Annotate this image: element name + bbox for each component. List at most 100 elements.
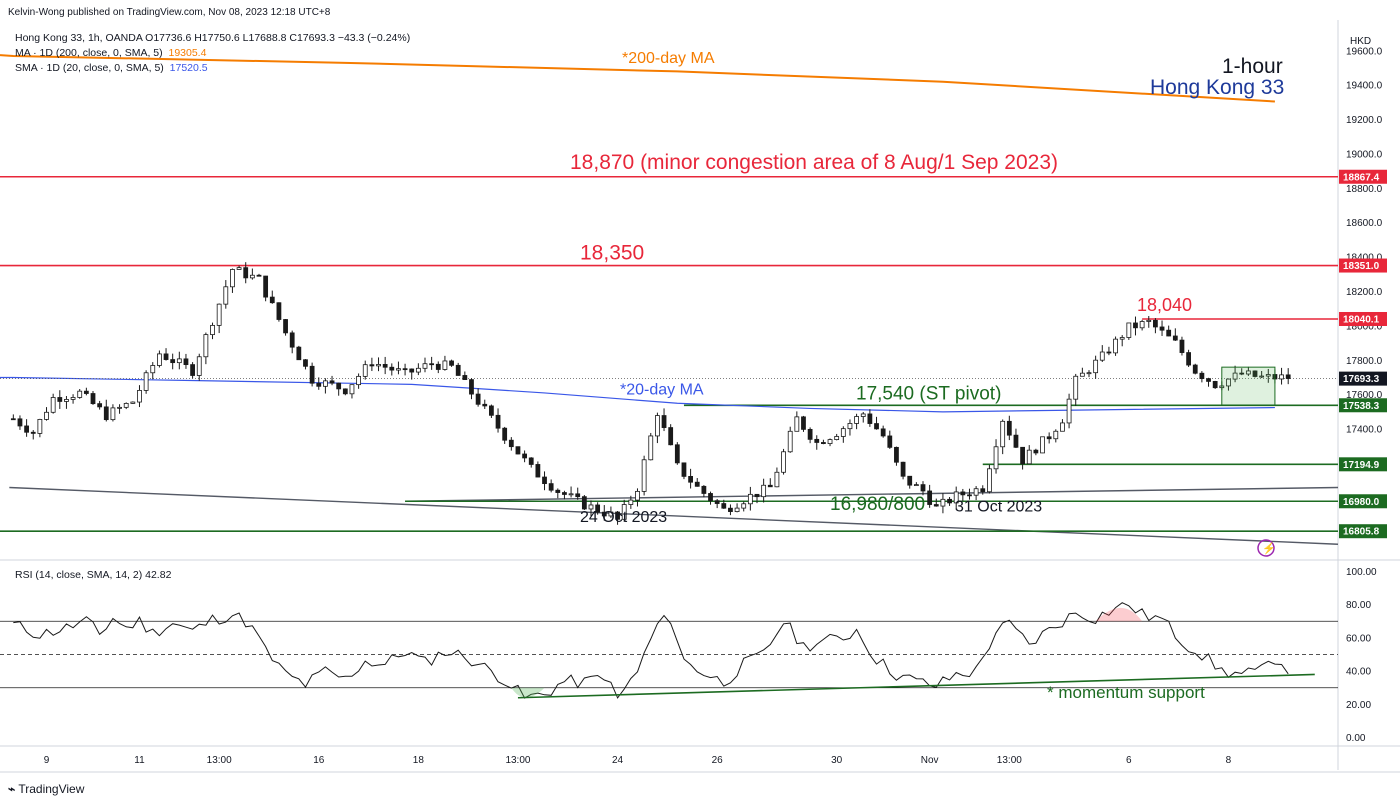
- price-tag-label: 16980.0: [1343, 497, 1380, 508]
- candle-body: [1239, 372, 1245, 375]
- candle-body: [24, 425, 29, 433]
- candle-body: [548, 483, 554, 491]
- candle-body: [734, 507, 740, 512]
- rsi-axis-tick: 0.00: [1346, 733, 1366, 744]
- candle-body: [774, 471, 780, 488]
- label-18350: 18,350: [580, 242, 644, 265]
- candle-body: [834, 436, 840, 440]
- candle-body: [1053, 430, 1059, 440]
- candle-body: [256, 274, 262, 277]
- price-tag-label: 18867.4: [1343, 172, 1380, 183]
- price-tag-label: 16805.8: [1343, 527, 1380, 538]
- candle-body: [794, 416, 800, 432]
- candle-body: [44, 411, 49, 420]
- candle-body: [462, 375, 468, 381]
- candle-body: [482, 403, 488, 407]
- time-axis-tick: 8: [1226, 755, 1232, 766]
- descending-trendline: [9, 486, 1339, 545]
- candle-body: [429, 363, 435, 366]
- candle-body: [1006, 420, 1012, 436]
- candle-body: [754, 493, 760, 498]
- candle-body: [960, 491, 966, 496]
- price-axis-tick: 19600.0: [1346, 46, 1383, 57]
- timeframe-title: 1-hour: [1222, 55, 1283, 78]
- candle-body: [801, 416, 806, 430]
- ma200-legend: MA · 1D (200, close, 0, SMA, 5) 19305.4: [15, 47, 206, 59]
- candle-body: [767, 484, 773, 488]
- candle-body: [1186, 352, 1191, 366]
- candle-body: [1066, 398, 1072, 424]
- price-tag-bg: [1339, 494, 1387, 509]
- candle-body: [967, 494, 972, 497]
- candle-body: [721, 503, 727, 509]
- time-axis-tick: 6: [1126, 755, 1132, 766]
- candle-body: [402, 368, 408, 371]
- candle-body: [787, 430, 793, 453]
- candle-body: [130, 401, 136, 404]
- candle-body: [1146, 319, 1152, 322]
- candle-body: [913, 484, 919, 487]
- candle-body: [867, 413, 873, 424]
- candle-body: [97, 403, 103, 408]
- tradingview-brand: ⌁ TradingView: [8, 782, 85, 796]
- candle-body: [123, 403, 129, 408]
- candle-body: [635, 490, 640, 501]
- candle-body: [1153, 319, 1158, 328]
- candle-body: [150, 365, 156, 374]
- candle-body: [296, 346, 302, 361]
- price-tag-label: 17693.3: [1343, 374, 1380, 385]
- candle-body: [953, 491, 959, 504]
- candle-body: [1232, 372, 1238, 380]
- candle-body: [821, 442, 826, 445]
- candle-body: [1113, 338, 1118, 354]
- candle-body: [316, 382, 322, 387]
- candle-body: [415, 367, 421, 373]
- candle-body: [356, 375, 361, 386]
- candle-body: [1040, 436, 1045, 454]
- candle-body: [993, 446, 999, 470]
- candle-body: [575, 493, 581, 498]
- candle-body: [641, 459, 647, 492]
- candle-body: [236, 267, 242, 270]
- candle-body: [190, 364, 195, 376]
- label-momentum-support: * momentum support: [1047, 683, 1205, 702]
- candle-body: [562, 492, 567, 495]
- price-tag-label: 18351.0: [1343, 261, 1380, 272]
- candle-body: [276, 302, 282, 320]
- candle-body: [1172, 335, 1178, 341]
- sma20-legend-value: 17520.5: [169, 62, 208, 74]
- candle-body: [50, 397, 56, 413]
- candle-body: [303, 359, 308, 367]
- time-axis-tick: Nov: [921, 755, 939, 766]
- candle-body: [1226, 378, 1231, 387]
- candle-body: [396, 368, 401, 371]
- candle-body: [674, 444, 680, 464]
- candle-body: [608, 511, 614, 517]
- candle-body: [210, 324, 215, 336]
- label-18040: 18,040: [1137, 295, 1192, 315]
- candle-body: [369, 364, 375, 367]
- price-axis-tick: 17800.0: [1346, 356, 1383, 367]
- candle-body: [449, 360, 454, 366]
- candle-body: [289, 332, 295, 348]
- candle-body: [708, 493, 713, 502]
- price-axis-tick: 19000.0: [1346, 149, 1383, 160]
- candle-body: [216, 303, 222, 326]
- candle-body: [1133, 322, 1138, 329]
- candle-body: [987, 468, 992, 493]
- sma20-legend-label: SMA · 1D (20, close, 0, SMA, 5): [15, 62, 164, 74]
- rsi-legend: RSI (14, close, SMA, 14, 2) 42.82: [15, 569, 172, 581]
- label-20day: *20-day MA: [620, 382, 704, 399]
- candle-body: [163, 353, 169, 360]
- candle-body: [535, 464, 541, 478]
- candle-body: [714, 500, 720, 504]
- price-axis-tick: 18200.0: [1346, 287, 1383, 298]
- currency-label: HKD: [1350, 36, 1372, 47]
- time-axis-tick: 13:00: [505, 755, 530, 766]
- candle-body: [37, 419, 43, 434]
- candle-body: [615, 511, 620, 520]
- candle-body: [542, 476, 547, 485]
- candle-body: [495, 414, 501, 429]
- candle-body: [980, 488, 986, 493]
